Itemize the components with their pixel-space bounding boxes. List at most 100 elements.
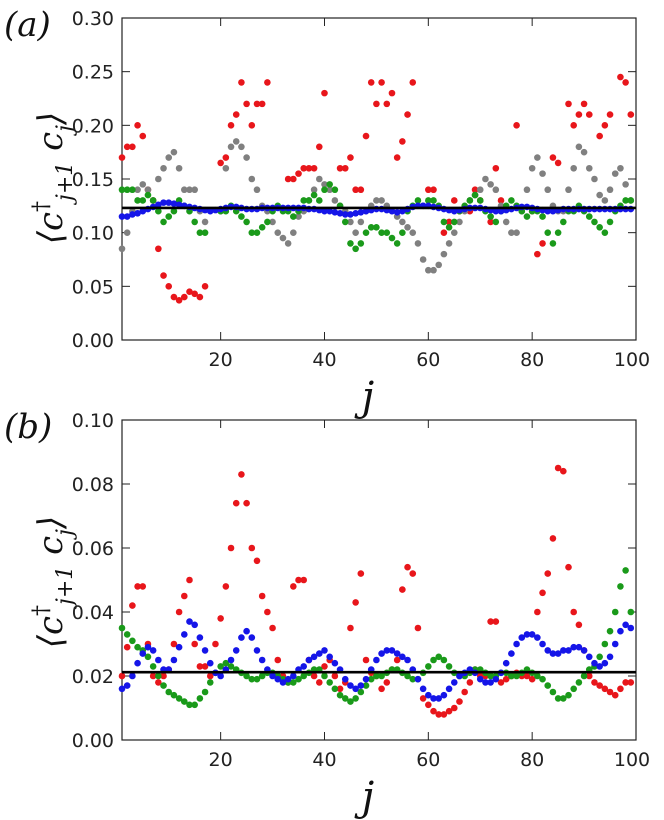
panel-b-point-blue — [580, 647, 588, 654]
panel-b-point-green — [596, 653, 603, 661]
panel-a-point-red — [155, 245, 162, 253]
panel-b-point-blue — [430, 695, 437, 702]
panel-a-point-green — [523, 213, 531, 220]
panel-a-point-gray — [601, 197, 609, 204]
panel-b-point-blue — [560, 647, 567, 654]
panel-b-point-blue — [601, 659, 609, 667]
panel-a-ylabel: ⟨c†j+1 cj⟩ — [29, 112, 78, 245]
panel-a-ytick-label: 0.30 — [72, 8, 114, 30]
panel-b-point-blue — [518, 634, 526, 641]
panel-a-point-red — [367, 79, 375, 86]
panel-b-point-green — [181, 698, 188, 705]
panel-b-point-red — [253, 557, 261, 565]
panel-a-label: (a) — [4, 5, 51, 45]
panel-a-point-green — [139, 197, 147, 204]
panel-a-point-red — [549, 154, 557, 161]
panel-a-point-green — [544, 229, 552, 236]
panel-b-point-red — [461, 688, 468, 696]
panel-b-point-blue — [181, 631, 188, 638]
panel-b-point-green — [575, 679, 583, 686]
panel-a-point-gray — [419, 256, 427, 263]
panel-a-point-red — [383, 100, 391, 108]
panel-a-point-green — [129, 186, 136, 194]
panel-a: (a) ⟨c†j+1 cj⟩ 0.000.050.100.150.200.250… — [4, 5, 650, 420]
panel-a-point-gray — [617, 164, 624, 172]
panel-b-point-red — [123, 643, 131, 651]
panel-a-point-gray — [181, 186, 188, 194]
panel-a-point-red — [617, 73, 624, 81]
panel-a-point-green — [362, 229, 370, 236]
panel-a-point-gray — [399, 218, 406, 226]
panel-a-point-gray — [611, 170, 619, 177]
panel-a-point-gray — [347, 218, 354, 226]
panel-b-point-blue — [508, 650, 515, 657]
panel-b-point-blue — [476, 675, 484, 683]
panel-a-point-red — [139, 132, 147, 140]
panel-a-point-red — [196, 293, 204, 301]
panel-a-point-green — [352, 245, 359, 253]
panel-b-point-red — [191, 640, 198, 648]
panel-a-point-blue — [393, 208, 401, 216]
panel-a-point-green — [445, 224, 453, 231]
panel-a-point-blue — [206, 207, 214, 215]
panel-a-point-blue — [352, 210, 359, 217]
panel-a-point-green — [144, 191, 152, 199]
panel-a-point-blue — [155, 201, 162, 209]
panel-b-point-blue — [310, 653, 318, 661]
panel-b-point-green — [440, 656, 448, 664]
panel-a-point-gray — [144, 186, 152, 194]
panel-a-point-green — [170, 207, 178, 215]
panel-a-point-green — [341, 218, 349, 226]
panel-a-point-green — [196, 229, 204, 236]
panel-a-point-gray — [523, 186, 531, 194]
panel-b-point-red — [622, 679, 629, 686]
panel-a-point-green — [305, 197, 313, 204]
panel-a-point-gray — [295, 213, 302, 220]
panel-b-point-blue — [383, 647, 391, 654]
panel-a-point-gray — [134, 186, 141, 194]
panel-a-point-green — [315, 197, 323, 204]
panel-a-xtick-label: 20 — [209, 349, 233, 371]
panel-b-point-red — [129, 602, 136, 609]
panel-a-point-gray — [170, 148, 178, 156]
panel-b-point-blue — [227, 656, 235, 664]
panel-b-point-red — [560, 467, 567, 475]
panel-a-point-red — [425, 186, 432, 194]
panel-a-point-gray — [378, 197, 385, 204]
panel-b-xtick-label: 100 — [614, 749, 650, 771]
panel-a-point-gray — [502, 218, 510, 226]
panel-b-point-blue — [487, 679, 494, 686]
panel-b-point-green — [378, 672, 385, 680]
panel-a-point-green — [300, 197, 308, 204]
panel-a-point-green — [165, 213, 173, 220]
panel-a-point-green — [321, 186, 328, 194]
panel-a-ytick-label: 0.20 — [72, 115, 114, 137]
panel-b: (b) ⟨c†j+1 cj⟩ 0.00 0.02 0.04 0.06 0.08 0.10 2… — [4, 407, 650, 820]
panel-a-point-blue — [160, 199, 167, 206]
panel-b-point-green — [206, 679, 214, 686]
panel-b-point-green — [409, 675, 417, 683]
panel-a-point-red — [596, 132, 603, 140]
panel-a-point-red — [290, 175, 297, 183]
panel-b-point-green — [445, 663, 453, 670]
panel-b-point-blue — [570, 643, 577, 651]
panel-b-point-green — [549, 688, 557, 696]
panel-b-point-red — [425, 701, 432, 709]
panel-a-point-green — [134, 197, 141, 204]
panel-a-point-gray — [123, 229, 131, 236]
panel-b-point-blue — [279, 679, 287, 686]
panel-b-point-blue — [585, 653, 593, 661]
panel-b-point-red — [617, 685, 624, 693]
panel-a-point-green — [627, 197, 635, 204]
panel-b-point-blue — [373, 656, 380, 664]
panel-b-point-red — [549, 535, 557, 542]
panel-a-point-red — [295, 170, 302, 177]
panel-a-point-gray — [321, 181, 328, 188]
panel-a-point-gray — [357, 218, 365, 226]
panel-b-point-red — [217, 615, 224, 622]
panel-a-point-gray — [450, 229, 458, 236]
panel-b-point-red — [243, 499, 250, 507]
panel-b-point-blue — [549, 650, 557, 657]
panel-b-point-red — [487, 618, 494, 625]
panel-a-point-green — [393, 240, 401, 247]
